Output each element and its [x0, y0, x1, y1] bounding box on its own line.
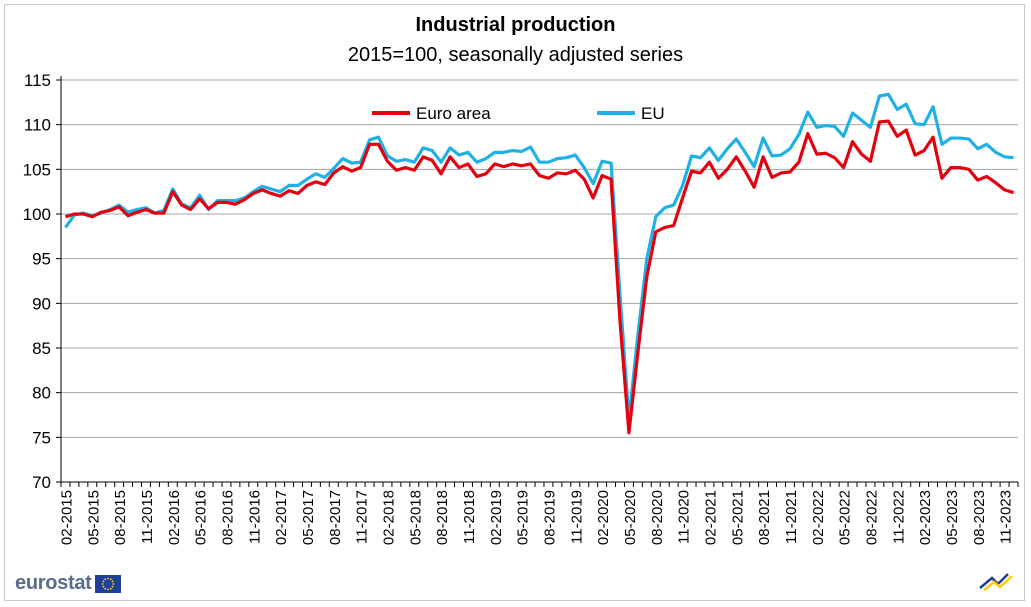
x-tick-label: 05-2021 — [729, 490, 746, 545]
x-tick-label: 08-2016 — [219, 490, 236, 545]
series-line-eu — [64, 92, 1014, 422]
x-tick-label: 08-2015 — [112, 490, 129, 545]
chart-subtitle: 2015=100, seasonally adjusted series — [347, 44, 684, 66]
legend-label: Euro area — [416, 104, 491, 123]
chart-frame — [4, 4, 1025, 601]
x-tick-label: 11-2021 — [783, 490, 800, 544]
y-tick-label: 80 — [32, 384, 51, 403]
x-tick-label: 02-2020 — [595, 490, 612, 545]
x-tick-label: 11-2022 — [890, 490, 907, 544]
y-tick-label: 90 — [32, 294, 51, 313]
x-tick-label: 08-2023 — [971, 490, 988, 545]
x-tick-label: 11-2020 — [676, 490, 693, 544]
x-tick-label: 05-2016 — [193, 490, 210, 545]
x-tick-label: 08-2021 — [756, 490, 773, 545]
logo-text: eurostat — [15, 572, 92, 594]
eurostat-logo: eurostat — [15, 572, 121, 595]
y-tick-label: 70 — [32, 473, 51, 492]
y-tick-label: 110 — [24, 116, 51, 135]
x-tick-label: 08-2019 — [541, 490, 558, 545]
x-tick-label: 05-2019 — [515, 490, 532, 545]
chart-title: Industrial production — [415, 14, 616, 36]
x-tick-label: 02-2018 — [380, 490, 397, 545]
y-tick-label: 100 — [23, 205, 51, 224]
x-tick-label: 02-2021 — [702, 490, 719, 545]
series-line-euro-area — [65, 119, 1014, 435]
legend-label: EU — [641, 104, 665, 123]
x-tick-label: 05-2023 — [944, 490, 961, 545]
x-tick-label: 08-2020 — [649, 490, 666, 545]
x-tick-label: 02-2022 — [810, 490, 827, 545]
x-tick-label: 05-2018 — [407, 490, 424, 545]
x-tick-label: 02-2015 — [58, 490, 75, 545]
eu-flag-icon — [94, 574, 121, 593]
x-tick-label: 02-2023 — [917, 490, 934, 545]
x-tick-label: 05-2017 — [300, 490, 317, 545]
x-tick-label: 02-2019 — [488, 490, 505, 545]
x-tick-label: 05-2022 — [837, 490, 854, 545]
x-tick-label: 11-2019 — [568, 490, 585, 544]
y-tick-label: 75 — [32, 428, 51, 447]
y-tick-label: 115 — [24, 71, 51, 90]
y-tick-label: 95 — [32, 250, 51, 269]
x-tick-label: 02-2016 — [166, 490, 183, 545]
x-tick-label: 05-2020 — [622, 490, 639, 545]
x-tick-label: 02-2017 — [273, 490, 290, 545]
x-tick-label: 05-2015 — [85, 490, 102, 545]
x-tick-label: 11-2018 — [461, 490, 478, 544]
eurostat-mark-icon — [978, 568, 1018, 597]
x-tick-label: 11-2017 — [354, 490, 371, 544]
x-tick-label: 11-2023 — [998, 490, 1015, 544]
y-tick-label: 85 — [32, 339, 51, 358]
x-tick-label: 08-2022 — [863, 490, 880, 545]
y-tick-label: 105 — [23, 160, 51, 179]
x-tick-label: 11-2016 — [246, 490, 263, 544]
x-tick-label: 08-2018 — [434, 490, 451, 545]
x-tick-label: 11-2015 — [139, 490, 156, 544]
x-tick-label: 08-2017 — [327, 490, 344, 545]
